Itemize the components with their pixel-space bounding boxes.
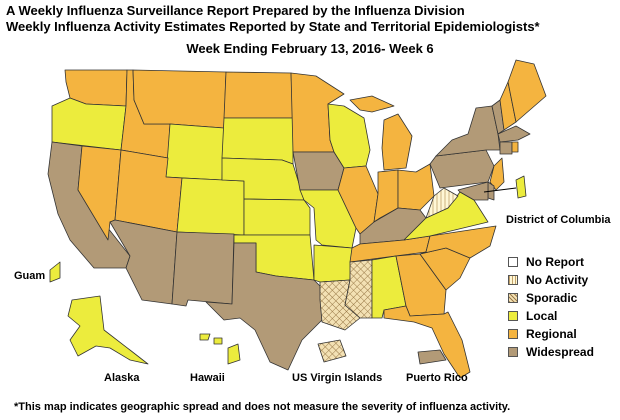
dc-label: District of Columbia xyxy=(506,214,611,226)
week-title: Week Ending February 13, 2016- Week 6 xyxy=(186,41,434,56)
state-new-mexico xyxy=(171,231,235,307)
state-texas xyxy=(205,242,323,371)
legend-label: Local xyxy=(526,309,558,323)
state-michigan xyxy=(381,113,413,171)
legend-swatch xyxy=(508,257,518,267)
state-north-carolina xyxy=(419,225,497,259)
state-iowa xyxy=(292,151,345,191)
state-north-dakota xyxy=(223,71,294,119)
state-ohio xyxy=(397,163,435,211)
alaska-label: Alaska xyxy=(104,372,140,384)
legend-item: No Report xyxy=(508,253,594,271)
state-colorado xyxy=(176,177,245,236)
state-hawaii-3 xyxy=(213,337,223,345)
state-alaska xyxy=(67,295,149,365)
territory-puerto-rico xyxy=(417,349,447,365)
guam-label: Guam xyxy=(14,270,46,282)
legend-swatch xyxy=(508,329,518,339)
legend-item: Widespread xyxy=(508,343,594,361)
state-kansas xyxy=(243,198,311,236)
state-florida xyxy=(383,305,471,379)
legend-swatch xyxy=(508,311,518,321)
state-maine xyxy=(507,59,547,123)
legend-item: Regional xyxy=(508,325,594,343)
state-connecticut xyxy=(499,141,513,155)
state-south-dakota xyxy=(221,117,294,165)
state-maryland xyxy=(457,181,489,201)
legend-item: No Activity xyxy=(508,271,594,289)
legend-label: Widespread xyxy=(526,345,594,359)
state-new-jersey xyxy=(489,157,505,191)
state-oregon xyxy=(51,97,127,151)
legend-swatch xyxy=(508,347,518,357)
footnote: *This map indicates geographic spread an… xyxy=(14,401,511,413)
state-rhode-island xyxy=(511,141,519,153)
territory-guam xyxy=(49,261,61,283)
legend: No Report No Activity Sporadic Local Reg… xyxy=(508,253,594,361)
usvi-label: US Virgin Islands xyxy=(292,372,383,384)
state-hawaii xyxy=(227,343,241,365)
legend-item: Local xyxy=(508,307,594,325)
state-michigan-up xyxy=(349,95,395,113)
state-new-york xyxy=(435,105,501,157)
state-massachusetts xyxy=(497,125,531,143)
legend-label: Sporadic xyxy=(526,291,578,305)
state-hawaii-2 xyxy=(199,333,211,341)
state-arkansas xyxy=(313,244,353,283)
territory-usvi xyxy=(317,339,347,363)
legend-label: No Activity xyxy=(526,273,589,287)
state-wyoming xyxy=(165,123,225,181)
puerto-rico-label: Puerto Rico xyxy=(406,372,468,384)
state-dc xyxy=(515,175,527,199)
legend-item: Sporadic xyxy=(508,289,594,307)
legend-label: No Report xyxy=(526,255,584,269)
state-montana xyxy=(132,69,227,129)
legend-swatch xyxy=(508,275,518,285)
state-west-virginia xyxy=(425,187,459,219)
dc-leader-line xyxy=(483,187,517,193)
report-subtitle: Weekly Influenza Activity Estimates Repo… xyxy=(6,19,540,34)
legend-label: Regional xyxy=(526,327,577,341)
report-title: A Weekly Influenza Surveillance Report P… xyxy=(6,3,465,18)
hawaii-label: Hawaii xyxy=(190,372,225,384)
legend-swatch xyxy=(508,293,518,303)
